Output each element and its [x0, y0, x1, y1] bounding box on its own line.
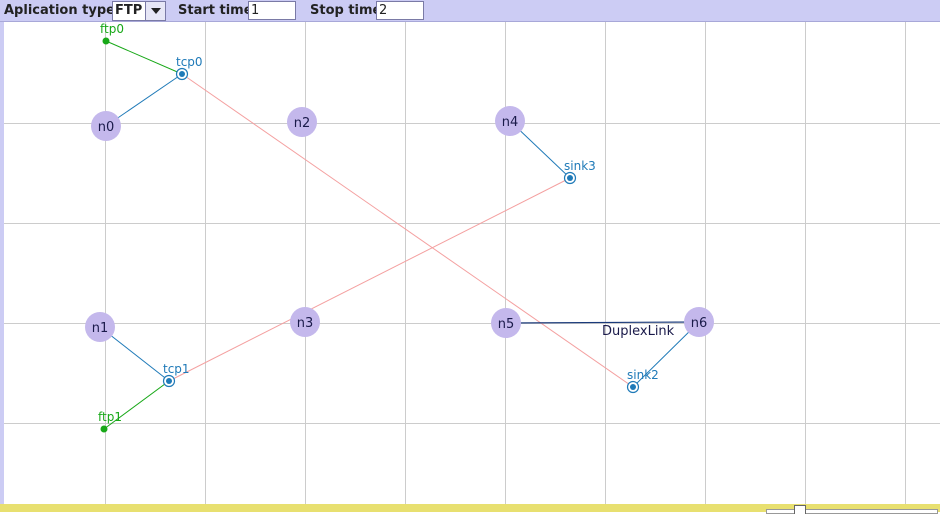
- node-label: n0: [98, 120, 115, 135]
- node-n3[interactable]: n3: [290, 307, 320, 337]
- chevron-down-icon: [151, 8, 161, 14]
- dropdown-button[interactable]: [145, 2, 165, 20]
- node-n1[interactable]: n1: [85, 312, 115, 342]
- app-ftp0[interactable]: ftp0: [100, 22, 124, 45]
- stop-time-input[interactable]: [376, 1, 424, 20]
- duplex-link-n5-n6[interactable]: [505, 321, 700, 324]
- app-label: ftp0: [100, 22, 124, 36]
- agent-label: tcp0: [176, 55, 203, 69]
- agent-label: tcp1: [163, 362, 190, 376]
- flow-tcp1-sink3[interactable]: [168, 177, 571, 382]
- start-time-label: Start time: [178, 3, 253, 18]
- start-time-input[interactable]: [248, 1, 296, 20]
- application-type-value: FTP: [115, 3, 143, 18]
- node-n2[interactable]: n2: [287, 107, 317, 137]
- node-label: n5: [498, 317, 515, 332]
- node-n4[interactable]: n4: [495, 106, 525, 136]
- node-n6[interactable]: n6: [684, 307, 714, 337]
- app-label: ftp1: [98, 410, 122, 424]
- agent-tcp1[interactable]: tcp1: [162, 362, 190, 388]
- agent-label: sink3: [564, 159, 596, 173]
- attach-ftp1-tcp1: [103, 380, 170, 430]
- attach-sink2-n6: [632, 321, 700, 388]
- agent-tcp0[interactable]: tcp0: [175, 55, 203, 81]
- status-bar: [0, 504, 940, 514]
- agent-sink3[interactable]: sink3: [563, 159, 596, 185]
- link-label: DuplexLink: [602, 324, 675, 339]
- grid: [4, 22, 940, 504]
- attach-ftp0-tcp0: [105, 40, 183, 75]
- node-label: n2: [294, 116, 311, 131]
- node-n0[interactable]: n0: [91, 111, 121, 141]
- canvas-left-border: [0, 22, 4, 504]
- node-label: n6: [691, 316, 708, 331]
- zoom-slider-thumb[interactable]: [794, 505, 806, 514]
- topology-canvas[interactable]: DuplexLink n0 n1 n2 n3 n4 n5 n6 tcp0: [0, 22, 940, 504]
- node-label: n3: [297, 316, 314, 331]
- agent-label: sink2: [627, 368, 659, 382]
- node-label: n1: [92, 321, 109, 336]
- stop-time-label: Stop time: [310, 3, 382, 18]
- app-ftp1[interactable]: ftp1: [98, 410, 122, 433]
- attach-tcp0-n0: [105, 73, 183, 127]
- application-type-label: Aplication type: [4, 3, 115, 18]
- node-n5[interactable]: n5: [491, 308, 521, 338]
- flow-tcp0-sink2[interactable]: [181, 73, 634, 388]
- toolbar: Aplication type FTP Start time Stop time: [0, 0, 940, 22]
- agent-sink2[interactable]: sink2: [626, 368, 659, 394]
- node-label: n4: [502, 115, 519, 130]
- application-type-select[interactable]: FTP: [112, 1, 166, 21]
